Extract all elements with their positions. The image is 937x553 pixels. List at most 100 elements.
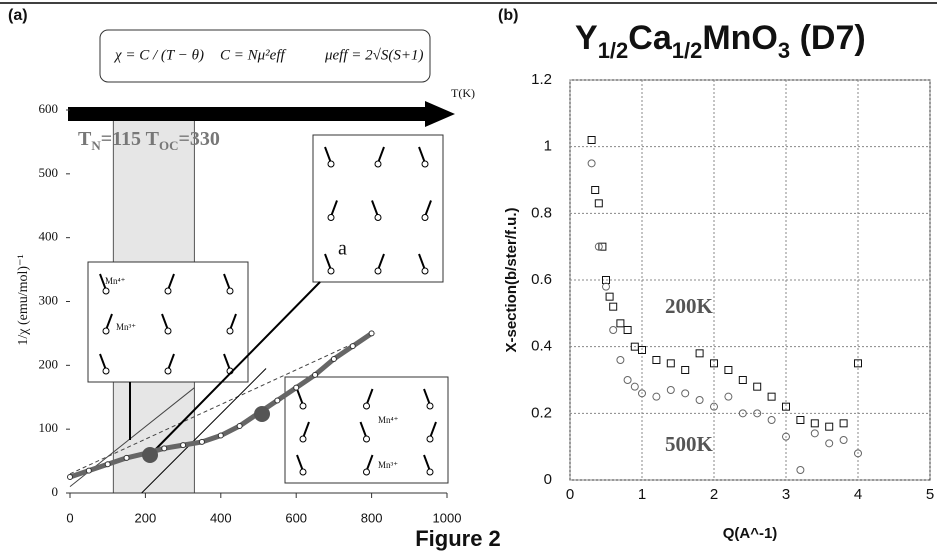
data-point: [724, 366, 733, 374]
y-tick-label: 1: [544, 138, 552, 155]
y-axis-label: X-section(b/ster/f.u.): [503, 207, 520, 352]
subscript: 1/2: [672, 38, 703, 63]
y-tick-label: 0: [52, 484, 59, 499]
data-point: [598, 242, 607, 251]
data-point: [695, 396, 704, 404]
subscript: 3: [778, 38, 790, 63]
ion: [327, 214, 335, 221]
text-part: =115 T: [101, 128, 160, 150]
data-point: [594, 242, 603, 251]
spin-arrow: [418, 253, 426, 271]
data-point: [591, 186, 600, 194]
spin-arrow: [324, 146, 332, 164]
ion: [102, 287, 110, 295]
spin-arrow: [377, 253, 385, 271]
data-point: [67, 474, 73, 481]
data-point: [638, 389, 646, 398]
y-axis-label: 1/χ (emu/mol)⁻¹: [16, 254, 31, 345]
data-point: [638, 346, 646, 354]
data-point: [198, 438, 205, 445]
text-part: MnO: [702, 19, 778, 57]
spin-arrow: [167, 353, 175, 371]
chart-title: Y1/2Ca1/2MnO3 (D7): [575, 19, 866, 63]
data-point: [825, 422, 834, 431]
spin-arrow: [167, 273, 175, 291]
data-point: [652, 356, 661, 364]
data-point: [161, 445, 168, 452]
y-tick-label: 1.2: [531, 71, 552, 88]
data-point: [825, 439, 834, 448]
ion: [421, 160, 429, 168]
series-label: 200K: [665, 294, 714, 318]
data-point: [274, 397, 281, 404]
ion: [363, 435, 370, 443]
spin-arrow: [365, 388, 374, 406]
y-tick-label: 0: [544, 471, 552, 488]
data-point: [652, 392, 661, 401]
transition-label: TN=115 TOC=330: [78, 128, 220, 154]
spin-arrow: [418, 146, 426, 164]
y-tick-label: 0.8: [531, 204, 552, 221]
y-tick-label: 400: [39, 229, 59, 244]
data-point: [782, 402, 790, 411]
data-point: [594, 199, 603, 208]
subscript: 1/2: [598, 38, 629, 63]
spin-arrow: [324, 253, 332, 271]
ion: [363, 468, 370, 476]
data-point: [217, 432, 224, 439]
data-point: [312, 371, 319, 378]
arrow-label: T(K): [451, 86, 475, 100]
x-tick-label: 4: [854, 486, 862, 503]
spin-arrow: [99, 273, 107, 291]
text-part: =330: [179, 128, 220, 150]
ion: [226, 287, 234, 295]
inset: [284, 376, 449, 484]
data-point: [623, 376, 632, 384]
ion: [164, 287, 172, 295]
ion: [374, 267, 382, 275]
data-point: [236, 422, 243, 429]
data-point: [349, 343, 356, 350]
ion: [102, 367, 110, 375]
y-tick-label: 500: [39, 165, 59, 180]
x-tick-label: 800: [361, 510, 383, 525]
inset-label: Mn³⁺: [116, 322, 136, 332]
ion: [421, 267, 429, 275]
spin-arrow: [365, 454, 374, 472]
fit-line: [69, 332, 376, 475]
y-tick-label: 100: [39, 420, 59, 435]
fit-line: [141, 368, 267, 494]
data-point: [695, 349, 704, 358]
inset-label: Mn³⁺: [378, 460, 398, 470]
ion: [164, 327, 172, 335]
spin-arrow: [359, 421, 368, 439]
data-point: [368, 330, 375, 337]
ion: [421, 214, 429, 221]
data-point: [605, 292, 614, 301]
data-point: [630, 382, 639, 391]
text-part: T: [78, 128, 92, 150]
inset-label: Mn⁴⁺: [378, 415, 399, 425]
data-point: [810, 429, 819, 438]
formula: μeff = 2√S(S+1): [324, 47, 424, 63]
data-point: [123, 454, 130, 461]
data-point: [602, 282, 610, 291]
inset: [87, 261, 249, 383]
data-point: [738, 376, 747, 384]
highlight-point: [254, 406, 270, 422]
spin-arrow: [423, 454, 431, 472]
ion: [327, 267, 335, 275]
data-point: [330, 355, 337, 362]
data-point: [796, 466, 805, 474]
data-point: [681, 389, 690, 398]
x-tick-label: 600: [285, 510, 307, 525]
text-part: (D7): [790, 19, 866, 57]
y-tick-label: 0.6: [531, 271, 552, 288]
x-tick-label: 400: [210, 510, 232, 525]
ion: [226, 327, 234, 335]
data-point: [753, 382, 762, 391]
series-label: 500K: [665, 432, 714, 456]
data-point: [666, 386, 675, 394]
text-part: Y: [575, 19, 598, 57]
ion: [327, 160, 335, 168]
